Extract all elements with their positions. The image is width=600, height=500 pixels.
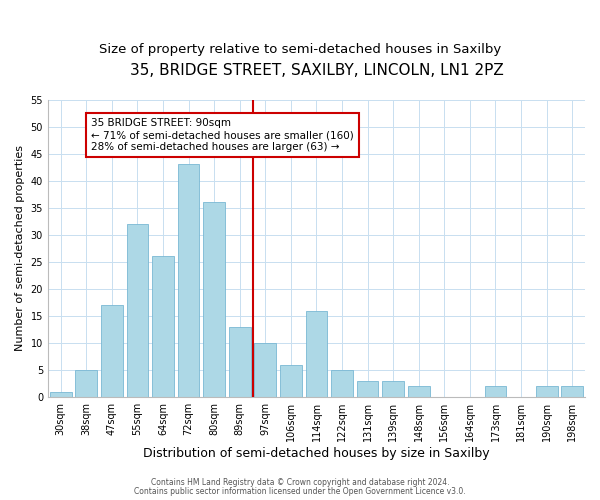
Bar	[254, 343, 276, 397]
Y-axis label: Number of semi-detached properties: Number of semi-detached properties	[15, 146, 25, 352]
Bar	[331, 370, 353, 397]
Bar	[127, 224, 148, 397]
Bar	[280, 364, 302, 397]
Bar	[485, 386, 506, 397]
Bar	[382, 381, 404, 397]
Bar	[101, 305, 123, 397]
Bar	[408, 386, 430, 397]
X-axis label: Distribution of semi-detached houses by size in Saxilby: Distribution of semi-detached houses by …	[143, 447, 490, 460]
Bar	[536, 386, 557, 397]
Bar	[76, 370, 97, 397]
Title: 35, BRIDGE STREET, SAXILBY, LINCOLN, LN1 2PZ: 35, BRIDGE STREET, SAXILBY, LINCOLN, LN1…	[130, 62, 503, 78]
Bar	[178, 164, 199, 397]
Bar	[229, 327, 251, 397]
Text: Size of property relative to semi-detached houses in Saxilby: Size of property relative to semi-detach…	[99, 42, 501, 56]
Bar	[305, 310, 328, 397]
Bar	[152, 256, 174, 397]
Bar	[50, 392, 71, 397]
Text: 35 BRIDGE STREET: 90sqm
← 71% of semi-detached houses are smaller (160)
28% of s: 35 BRIDGE STREET: 90sqm ← 71% of semi-de…	[91, 118, 354, 152]
Bar	[357, 381, 379, 397]
Text: Contains HM Land Registry data © Crown copyright and database right 2024.: Contains HM Land Registry data © Crown c…	[151, 478, 449, 487]
Text: Contains public sector information licensed under the Open Government Licence v3: Contains public sector information licen…	[134, 486, 466, 496]
Bar	[562, 386, 583, 397]
Bar	[203, 202, 225, 397]
